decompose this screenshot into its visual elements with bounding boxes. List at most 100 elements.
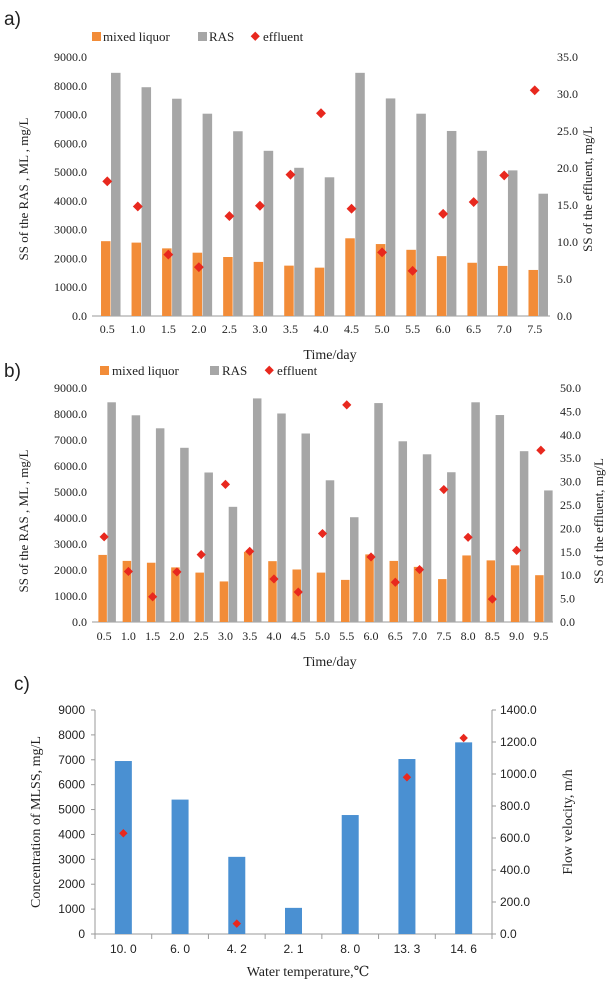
y-tick-label: 1000	[58, 902, 85, 916]
ras-bar	[301, 433, 310, 622]
ras-bar	[471, 402, 480, 622]
ras-bar	[544, 490, 553, 622]
y2-tick-label: 200.0	[500, 895, 530, 909]
ras-bar	[180, 447, 189, 622]
mixed-liquor-bar	[162, 248, 172, 316]
legend-a-effluent-label: effluent	[263, 29, 304, 44]
y2-tick-label: 10.0	[557, 235, 578, 249]
effluent-marker	[317, 528, 328, 539]
y2-tick-label: 20.0	[560, 521, 581, 535]
y-tick-label: 2000	[58, 877, 85, 891]
x-tick-label: 3.5	[242, 629, 257, 643]
x-tick-label: 14. 6	[450, 942, 477, 956]
effluent-marker	[245, 546, 255, 556]
effluent-marker	[269, 574, 279, 584]
x-tick-label: 4.5	[344, 322, 359, 336]
mixed-liquor-bar	[413, 566, 423, 622]
x-tick-label: 0.5	[100, 322, 115, 336]
ras-bar	[324, 177, 335, 316]
x-tick-label: 5.5	[339, 629, 354, 643]
legend-a-ras-swatch	[198, 32, 207, 41]
effluent-marker	[487, 594, 497, 604]
ras-bar	[202, 113, 213, 316]
effluent-marker	[148, 592, 158, 602]
x-tick-label: 9.5	[533, 629, 548, 643]
y2-tick-label: 800.0	[500, 799, 530, 813]
mixed-liquor-bar	[98, 554, 107, 622]
legend-b-ras-label: RAS	[222, 363, 247, 378]
effluent-marker	[224, 211, 235, 222]
legend-a-ras-label: RAS	[209, 29, 234, 44]
y2-tick-label: 1400.0	[500, 703, 537, 717]
mixed-liquor-bar	[510, 565, 520, 622]
legend-b-effluent-label: effluent	[277, 363, 318, 378]
y2-tick-label: 0.0	[500, 927, 517, 941]
mixed-liquor-bar	[438, 579, 447, 622]
effluent-marker	[132, 201, 143, 212]
effluent-marker	[196, 550, 206, 560]
legend-a-mixed-liquor-swatch	[92, 32, 101, 41]
y2-tick-label: 5.0	[560, 592, 575, 606]
mixed-liquor-bar	[253, 261, 264, 316]
mixed-liquor-bar	[122, 560, 132, 622]
x-tick-label: 4.5	[291, 629, 306, 643]
panel-a-x-axis-title: Time/day	[303, 348, 356, 363]
ras-bar	[233, 131, 243, 316]
panel-b-legend: mixed liquor RAS effluent	[100, 363, 318, 378]
ras-bar	[111, 72, 121, 316]
ras-bar	[422, 454, 432, 622]
effluent-marker	[439, 484, 449, 495]
y-tick-label: 6000.0	[54, 459, 87, 473]
mixed-liquor-bar	[365, 554, 374, 622]
y-tick-label: 7000.0	[54, 433, 87, 447]
effluent-marker	[220, 479, 231, 490]
mixed-liquor-bar	[314, 267, 325, 316]
chart-marks: 0.0 1000.0 2000.0 3000.0 4000.0 5000.0 6000.0 7…	[54, 50, 581, 956]
x-tick-label: 3.0	[218, 629, 233, 643]
y2-tick-label: 20.0	[557, 161, 578, 175]
mixed-liquor-bar	[284, 265, 294, 316]
x-tick-label: 6.0	[436, 322, 451, 336]
y2-tick-label: 50.0	[560, 381, 581, 395]
x-tick-label: 0.5	[97, 629, 112, 643]
y-tick-label: 9000	[58, 703, 85, 717]
effluent-marker	[102, 176, 113, 187]
mixed-liquor-bar	[375, 244, 386, 316]
y-tick-label: 5000.0	[54, 165, 87, 179]
legend-b-mixed-liquor-label: mixed liquor	[112, 363, 179, 378]
effluent-marker	[468, 197, 479, 207]
effluent-marker	[342, 400, 352, 410]
x-tick-label: 3.5	[283, 322, 298, 336]
panel-c: c) Concentration of MLSS, mg/L Flow velo…	[14, 674, 576, 980]
panel-a-legend: mixed liquor RAS effluent	[92, 29, 304, 44]
x-tick-label: 9.0	[509, 629, 524, 643]
ras-bar	[416, 113, 426, 316]
y2-tick-label: 1200.0	[500, 735, 537, 749]
y-tick-label: 3000.0	[54, 537, 87, 551]
y2-tick-label: 30.0	[560, 475, 581, 489]
mixed-liquor-bar	[101, 241, 111, 316]
effluent-marker	[407, 265, 418, 276]
y-tick-label: 0.0	[72, 309, 87, 323]
mixed-liquor-bar	[462, 555, 471, 622]
effluent-marker	[193, 262, 204, 273]
mixed-liquor-bar	[406, 249, 416, 316]
panel-b-plot: 0.0 1000.0 2000.0 3000.0 4000.0 5000.0 6000.0 7…	[54, 381, 581, 643]
ras-bar	[155, 428, 165, 622]
mixed-liquor-bar	[528, 269, 538, 316]
effluent-marker	[293, 587, 303, 597]
y-tick-label: 4000	[58, 827, 85, 841]
mixed-liquor-bar	[292, 569, 301, 622]
mixed-liquor-bar	[535, 575, 544, 622]
x-tick-label: 2.0	[191, 322, 206, 336]
ras-bar	[141, 87, 152, 316]
effluent-marker	[536, 445, 546, 455]
y-tick-label: 0	[78, 927, 85, 941]
panel-c-y-axis-title: Concentration of MLSS, mg/L	[29, 736, 44, 908]
y-tick-label: 3000	[58, 852, 85, 866]
effluent-marker	[438, 208, 449, 219]
effluent-marker	[366, 552, 376, 562]
y-tick-label: 1000.0	[54, 589, 87, 603]
y-tick-label: 5000	[58, 803, 85, 817]
